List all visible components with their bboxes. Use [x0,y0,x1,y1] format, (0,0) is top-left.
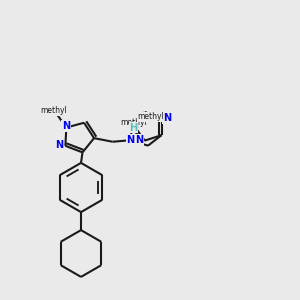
Text: H: H [130,123,138,133]
Text: N: N [163,113,171,123]
Text: N: N [55,140,63,150]
Text: N: N [135,135,143,145]
Text: methyl: methyl [121,118,147,127]
Text: N: N [127,135,135,145]
Text: N: N [62,121,70,131]
Text: methyl: methyl [40,106,67,115]
Text: methyl: methyl [137,112,164,121]
